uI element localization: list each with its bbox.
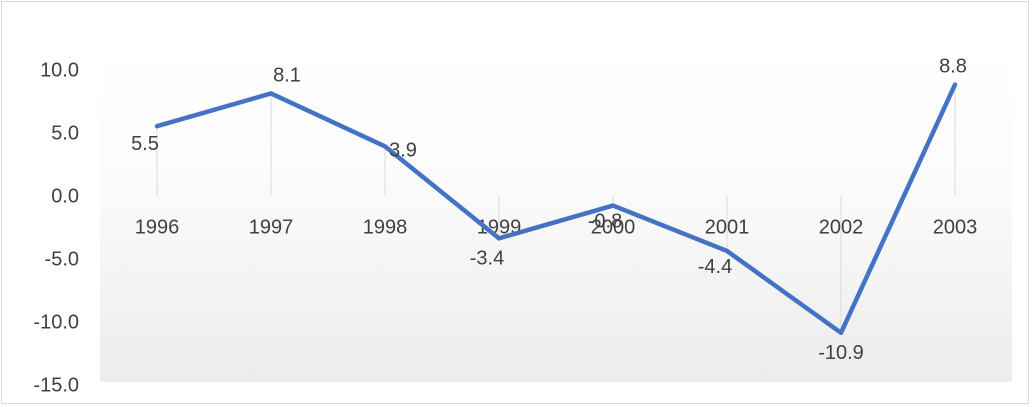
y-tick-label: -5.0: [45, 249, 79, 271]
data-label: 3.9: [389, 139, 417, 161]
y-tick-label: 5.0: [51, 123, 79, 145]
x-tick-label: 2003: [933, 217, 978, 239]
data-label: 8.1: [273, 64, 301, 86]
y-tick-label: 0.0: [51, 186, 79, 208]
x-tick-label: 1998: [363, 217, 408, 239]
x-tick-label: 2001: [705, 217, 750, 239]
data-label: 8.8: [939, 56, 967, 78]
x-tick-label: 2002: [819, 217, 864, 239]
x-tick-label: 1996: [135, 217, 180, 239]
y-tick-label: -15.0: [33, 375, 79, 397]
data-label: -0.8: [588, 211, 622, 233]
data-label: 5.5: [131, 133, 159, 155]
y-tick-label: -10.0: [33, 312, 79, 334]
data-label: -4.4: [698, 256, 732, 278]
plot-area: [100, 50, 1012, 382]
x-tick-label: 1997: [249, 217, 294, 239]
series-line: [154, 82, 958, 336]
data-label: -10.9: [818, 342, 864, 364]
x-tick-label: 2000: [591, 217, 636, 239]
y-tick-label: 10.0: [40, 60, 79, 82]
data-label: -3.4: [470, 247, 504, 269]
